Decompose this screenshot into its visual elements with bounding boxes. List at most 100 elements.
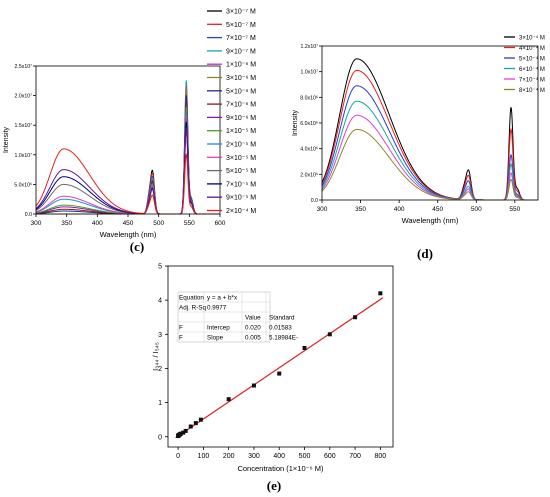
series-line-c-9 bbox=[35, 104, 220, 215]
y-tick-label-d: 8.0x10⁶ bbox=[300, 95, 318, 101]
series-line-c-15 bbox=[35, 127, 220, 215]
fit-table-cell: Value bbox=[245, 315, 261, 322]
legend-label-c-10: 1×10⁻⁵ M bbox=[226, 128, 256, 135]
panel-d-chart: 300 350 400 450 500 550 0.0 2.0x10⁶ 4.0x10⁶ 6.0x1… bbox=[292, 35, 545, 226]
fit-table-cell: Adj. R-Sq bbox=[179, 305, 206, 312]
data-point-e-10 bbox=[178, 431, 183, 436]
x-axis-label-e: Concentration (1×10⁻⁶ M) bbox=[237, 464, 324, 473]
x-tick-label-e: 600 bbox=[324, 453, 336, 460]
y-axis-label-c: Intensity bbox=[3, 126, 10, 153]
data-point-e-19 bbox=[302, 345, 307, 350]
fit-table-cell: Slope bbox=[207, 335, 224, 342]
fit-line-e bbox=[175, 297, 384, 439]
x-tick-label-d: 350 bbox=[355, 206, 366, 213]
legend-label-c-11: 2×10⁻⁵ M bbox=[226, 142, 256, 149]
y-tick-label-c: 2.0x10⁷ bbox=[15, 94, 33, 100]
legend-label-c-8: 7×10⁻⁶ M bbox=[226, 102, 256, 109]
legend-label-c-4: 9×10⁻⁷ M bbox=[226, 48, 256, 55]
series-line-c-8 bbox=[35, 101, 220, 215]
y-tick-label-c: 0.0 bbox=[25, 212, 32, 218]
fit-table-cell: Intercep bbox=[207, 325, 230, 332]
panel-d-label: (d) bbox=[417, 246, 433, 261]
legend-label-d-6: 8×10⁻⁴ M bbox=[519, 87, 545, 94]
series-line-c-11 bbox=[35, 112, 220, 215]
fit-table-cell: 0.020 bbox=[245, 325, 261, 332]
legend-label-c-9: 9×10⁻⁶ M bbox=[226, 115, 256, 122]
fit-table-cell: y = a + b*x bbox=[207, 295, 238, 302]
fit-table-cell: 5.18984E- bbox=[269, 335, 298, 342]
x-tick-label-c: 600 bbox=[215, 220, 226, 227]
y-tick-label-d: 1.2x10⁷ bbox=[301, 44, 319, 50]
legend-label-d-2: 4×10⁻⁴ M bbox=[519, 45, 545, 52]
legend-label-c-7: 5×10⁻⁶ M bbox=[226, 88, 256, 95]
legend-label-c-6: 3×10⁻⁶ M bbox=[226, 75, 256, 82]
legend-label-c-16: 2×10⁻⁴ M bbox=[226, 208, 256, 215]
x-tick-label-d: 550 bbox=[509, 206, 520, 213]
legend-label-c-12: 3×10⁻⁵ M bbox=[226, 155, 256, 162]
series-line-c-10 bbox=[35, 106, 220, 215]
data-point-e-21 bbox=[353, 315, 358, 320]
fit-table-cell: 0.005 bbox=[245, 335, 261, 342]
x-tick-label-e: 300 bbox=[248, 453, 260, 460]
data-point-e-12 bbox=[183, 428, 188, 433]
legend-label-c-3: 7×10⁻⁷ M bbox=[226, 35, 256, 42]
panel-e-chart: 0 100 200 300 400 500 600 700 800 0 1 2 3 4 5 Concentra… bbox=[151, 264, 394, 473]
y-tick-label-d: 4.0x10⁶ bbox=[300, 147, 318, 153]
x-tick-label-d: 400 bbox=[394, 206, 405, 213]
x-tick-label-c: 350 bbox=[61, 220, 72, 227]
x-axis-label-c: Wavelength (nm) bbox=[100, 230, 157, 239]
y-tick-label-e: 3 bbox=[158, 332, 162, 339]
x-tick-label-c: 500 bbox=[153, 220, 164, 227]
legend-label-d-1: 3×10⁻⁴ M bbox=[519, 35, 545, 42]
x-tick-label-c: 400 bbox=[92, 220, 103, 227]
y-tick-label-c: 1.5x10⁷ bbox=[15, 123, 33, 129]
legend-label-d-4: 6×10⁻⁴ M bbox=[519, 66, 545, 73]
x-tick-label-e: 700 bbox=[349, 453, 361, 460]
plot-frame-c bbox=[35, 65, 221, 215]
series-line-c-6 bbox=[36, 89, 220, 215]
x-tick-label-c: 550 bbox=[184, 220, 195, 227]
fit-table-cell: F bbox=[179, 335, 183, 342]
y-tick-label-e: 5 bbox=[158, 264, 162, 271]
y-tick-label-e: 4 bbox=[158, 298, 162, 305]
series-line-d-1 bbox=[321, 58, 538, 201]
y-tick-label-d: 2.0x10⁶ bbox=[300, 172, 318, 178]
panel-c-label: (c) bbox=[130, 239, 144, 254]
legend-label-d-3: 5×10⁻⁴ M bbox=[519, 56, 545, 63]
x-tick-label-c: 450 bbox=[123, 220, 134, 227]
fit-table-cell: 0.01583 bbox=[269, 325, 292, 332]
x-tick-label-e: 0 bbox=[176, 453, 180, 460]
x-tick-label-c: 300 bbox=[31, 220, 42, 227]
fit-table-cell: Standard bbox=[269, 315, 295, 322]
fit-table-cell: Equation bbox=[179, 295, 204, 302]
series-line-c-3 bbox=[36, 92, 220, 215]
legend-label-c-13: 5×10⁻⁵ M bbox=[226, 168, 256, 175]
y-tick-label-c: 1.0x10⁷ bbox=[15, 153, 33, 159]
data-point-e-13 bbox=[188, 424, 193, 429]
y-axis-label-e: I₃₄₄ / I₅₄₅ bbox=[151, 342, 160, 371]
panel-c-chart: 300 350 400 450 500 550 600 0.0 5.0x10⁶ 1.0x10⁷ 1.… bbox=[3, 9, 256, 240]
series-line-c-5 bbox=[36, 86, 220, 215]
fit-table-cell: 0.9977 bbox=[207, 305, 227, 312]
x-tick-label-e: 200 bbox=[223, 453, 235, 460]
series-line-c-16 bbox=[35, 148, 220, 215]
panel-e-label: (e) bbox=[267, 478, 281, 493]
legend-label-c-2: 5×10⁻⁷ M bbox=[226, 22, 256, 29]
y-tick-label-e: 2 bbox=[158, 366, 162, 373]
data-point-e-15 bbox=[198, 417, 203, 422]
data-point-e-17 bbox=[251, 383, 256, 388]
data-point-e-11 bbox=[181, 430, 186, 435]
x-tick-label-d: 500 bbox=[471, 206, 482, 213]
y-tick-label-d: 1.0x10⁷ bbox=[301, 70, 319, 76]
y-tick-label-c: 2.5x10⁷ bbox=[15, 64, 33, 70]
legend-label-c-1: 3×10⁻⁷ M bbox=[226, 9, 256, 16]
x-tick-label-e: 800 bbox=[375, 453, 387, 460]
series-line-d-5 bbox=[321, 114, 538, 201]
data-point-e-18 bbox=[277, 371, 282, 376]
data-point-e-22 bbox=[378, 291, 383, 296]
series-line-d-3 bbox=[321, 85, 538, 201]
data-point-e-14 bbox=[193, 421, 198, 426]
series-line-c-4 bbox=[36, 80, 220, 215]
legend-label-c-15: 9×10⁻⁵ M bbox=[226, 195, 256, 202]
